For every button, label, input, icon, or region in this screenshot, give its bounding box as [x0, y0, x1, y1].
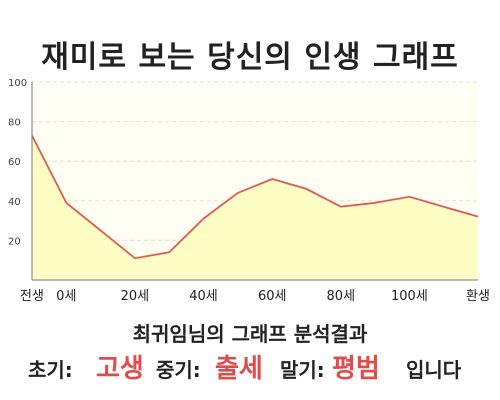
- mid-label: 중기:: [156, 358, 201, 382]
- x-tick-label: 80세: [327, 289, 356, 304]
- life-graph-chart: 20 40 60 80 100 전생 0세 20세 40세 60세 80세 100세 환생: [8, 78, 490, 304]
- x-tick-label: 환생: [466, 289, 490, 304]
- y-tick-label: 80: [8, 118, 21, 129]
- x-tick-labels: 전생 0세 20세 40세 60세 80세 100세 환생: [20, 289, 490, 304]
- x-tick-label: 20세: [121, 289, 150, 304]
- life-area-fill: [32, 135, 478, 280]
- x-tick-label: 40세: [189, 289, 218, 304]
- y-tick-labels: 20 40 60 80 100: [8, 78, 27, 247]
- verdict-suffix: 입니다: [406, 358, 462, 382]
- y-tick-label: 100: [8, 78, 27, 89]
- early-label: 초기:: [28, 358, 73, 382]
- late-label: 말기:: [280, 358, 325, 382]
- x-tick-label: 60세: [258, 289, 287, 304]
- analysis-verdict: 초기: 고생 중기: 출세 말기: 평범 입니다: [28, 348, 488, 384]
- x-tick-label: 100세: [391, 289, 428, 304]
- mid-value: 출세: [215, 354, 263, 384]
- life-line: [31, 135, 479, 260]
- late-value: 평범: [332, 354, 380, 384]
- analysis-summary: 최귀임님의 그래프 분석결과: [132, 322, 368, 346]
- y-tick-label: 20: [8, 236, 21, 247]
- y-tick-label: 60: [8, 157, 21, 168]
- x-tick-label: 0세: [56, 289, 76, 304]
- chart-title: 재미로 보는 당신의 인생 그래프: [41, 40, 459, 75]
- y-tick-label: 40: [8, 197, 21, 208]
- x-tick-label: 전생: [20, 289, 44, 304]
- early-value: 고생: [96, 354, 144, 384]
